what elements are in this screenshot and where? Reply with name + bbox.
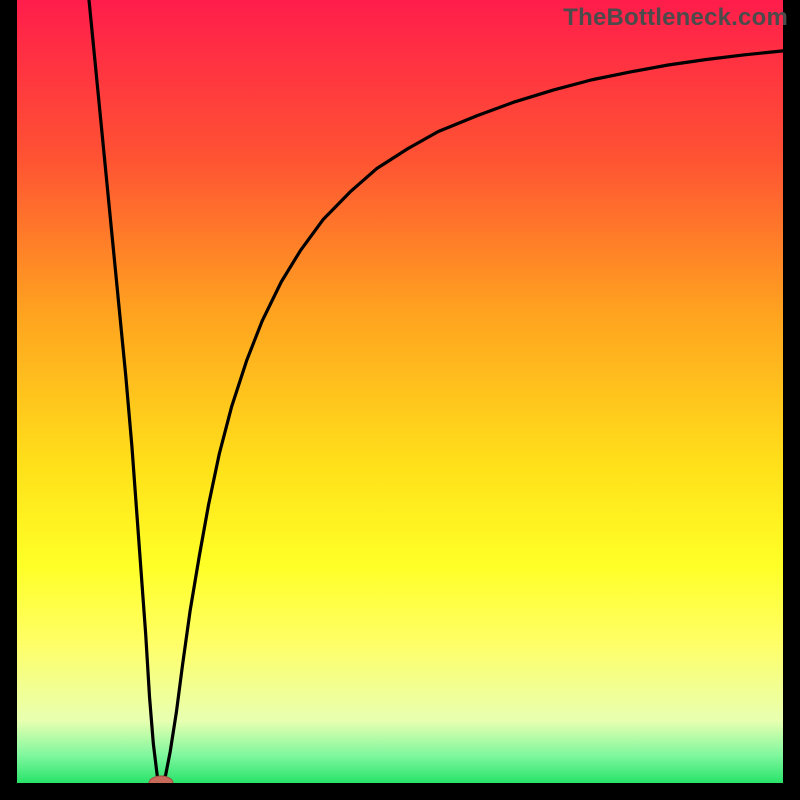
axis-border-right [783, 0, 800, 800]
chart-container: TheBottleneck.com [0, 0, 800, 800]
axis-border-left [0, 0, 17, 800]
plot-background [17, 0, 783, 783]
chart-svg [0, 0, 800, 800]
watermark-text: TheBottleneck.com [563, 4, 788, 32]
axis-border-bottom [0, 783, 800, 800]
